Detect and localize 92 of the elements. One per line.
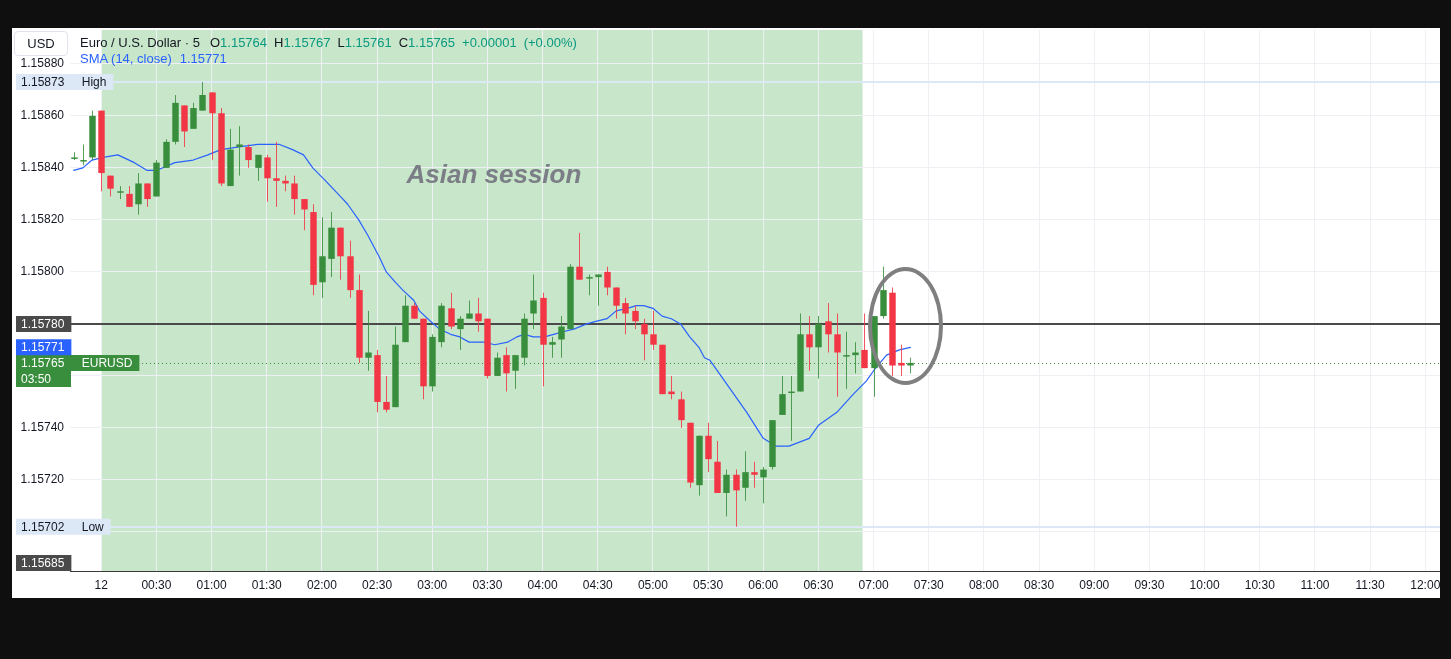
ref-line-label: 1.15702 Low	[21, 519, 105, 534]
x-tick-label: 01:00	[196, 577, 227, 592]
candlestick	[641, 318, 648, 361]
x-tick-label: 10:00	[1189, 577, 1220, 592]
candlestick	[503, 346, 510, 393]
candlestick	[576, 232, 583, 281]
text: 1.15771	[21, 340, 65, 355]
y-tick-label: 1.15720	[20, 472, 65, 487]
x-tick-label: 08:00	[968, 577, 1000, 592]
candlestick	[530, 273, 537, 330]
x-tick-label: 05:00	[637, 577, 669, 592]
candlestick	[236, 125, 243, 177]
candlestick	[825, 302, 832, 354]
x-tick-label: 11:30	[1355, 577, 1386, 592]
candlestick	[190, 102, 197, 130]
x-tick-label: 03:00	[417, 577, 448, 592]
candlestick	[815, 315, 822, 380]
candlestick	[144, 182, 151, 208]
candlestick	[632, 305, 639, 330]
candlestick	[751, 461, 758, 489]
candlestick	[255, 154, 262, 182]
candlestick	[723, 469, 730, 517]
band-label: Asian session	[405, 159, 582, 190]
candlestick	[199, 81, 206, 112]
ref-line-label: 1.15873 High	[21, 74, 107, 89]
y-tick-label: 1.15860	[20, 108, 65, 123]
y-tick-label: 1.15685	[21, 555, 65, 570]
x-tick-label: 10:30	[1244, 577, 1276, 592]
candlestick	[466, 300, 473, 320]
x-tick-label: 04:00	[527, 577, 558, 592]
candlestick	[273, 141, 280, 208]
x-tick-label: 07:00	[858, 577, 889, 592]
text: SMA (14, close)	[80, 51, 172, 66]
x-tick-label: 05:30	[693, 577, 724, 592]
candlestick	[742, 450, 749, 502]
candlestick	[613, 287, 620, 320]
candlestick	[291, 175, 298, 216]
candlestick	[622, 297, 629, 335]
candlestick	[705, 422, 712, 473]
candlestick	[209, 91, 216, 161]
x-tick-label: 00:30	[141, 577, 172, 592]
candlestick	[586, 273, 593, 296]
y-tick-label: 1.15800	[20, 264, 65, 279]
ref-line-label: 1.15780	[21, 316, 65, 331]
y-tick-label: 1.15740	[20, 420, 65, 435]
y-tick-label: 1.15880	[20, 56, 65, 71]
x-tick-label: 08:30	[1024, 577, 1055, 592]
chart-title: Euro / U.S. Dollar · 5	[80, 35, 200, 50]
text: O1.15764 H1.15767 L1.15761 C1.15765 +0.00001 (+0.00%)	[209, 35, 577, 50]
candlestick	[834, 313, 841, 398]
candlestick	[843, 331, 850, 390]
candlestick	[475, 297, 482, 333]
x-tick-label: 12:00	[1410, 577, 1441, 592]
candlestick	[448, 292, 455, 330]
candlestick	[898, 344, 905, 377]
candlestick	[457, 315, 464, 351]
annotation: 1.15771	[179, 51, 227, 66]
x-tick-label: 07:30	[913, 577, 945, 592]
candlestick	[760, 466, 767, 504]
candlestick	[733, 469, 740, 528]
y-axis-title: USD	[14, 31, 68, 56]
x-tick-label: 04:30	[582, 577, 614, 592]
candlestick	[80, 143, 87, 166]
candlestick	[549, 336, 556, 359]
candlestick	[126, 185, 133, 208]
candlestick	[245, 143, 252, 169]
x-tick-label: 09:00	[1079, 577, 1110, 592]
candlestick	[135, 172, 142, 216]
candlestick	[383, 375, 390, 413]
x-tick-label: 12	[94, 577, 109, 592]
x-tick-label: 03:30	[472, 577, 503, 592]
candlestick	[264, 154, 271, 203]
candlestick	[301, 198, 308, 231]
candlestick	[678, 391, 685, 429]
candlestick	[650, 310, 657, 351]
candlestick	[806, 315, 813, 372]
candlestick	[604, 266, 611, 296]
candlestick	[595, 273, 602, 307]
candlestick	[861, 313, 868, 369]
y-tick-label: 1.15820	[20, 212, 65, 227]
text: 03:50	[21, 371, 52, 386]
x-tick-label: 11:00	[1300, 577, 1330, 592]
x-tick-label: 02:00	[306, 577, 338, 592]
candlestick	[558, 315, 565, 359]
y-tick-label: 1.15840	[20, 160, 65, 175]
candlestick	[779, 375, 786, 416]
x-tick-label: 06:00	[748, 577, 779, 592]
x-tick-label: 02:30	[362, 577, 393, 592]
x-tick-label: 06:30	[803, 577, 834, 592]
ref-line-label: 1.15765 EURUSD	[21, 355, 133, 370]
x-tick-label: 09:30	[1134, 577, 1165, 592]
x-tick-label: 01:30	[251, 577, 283, 592]
